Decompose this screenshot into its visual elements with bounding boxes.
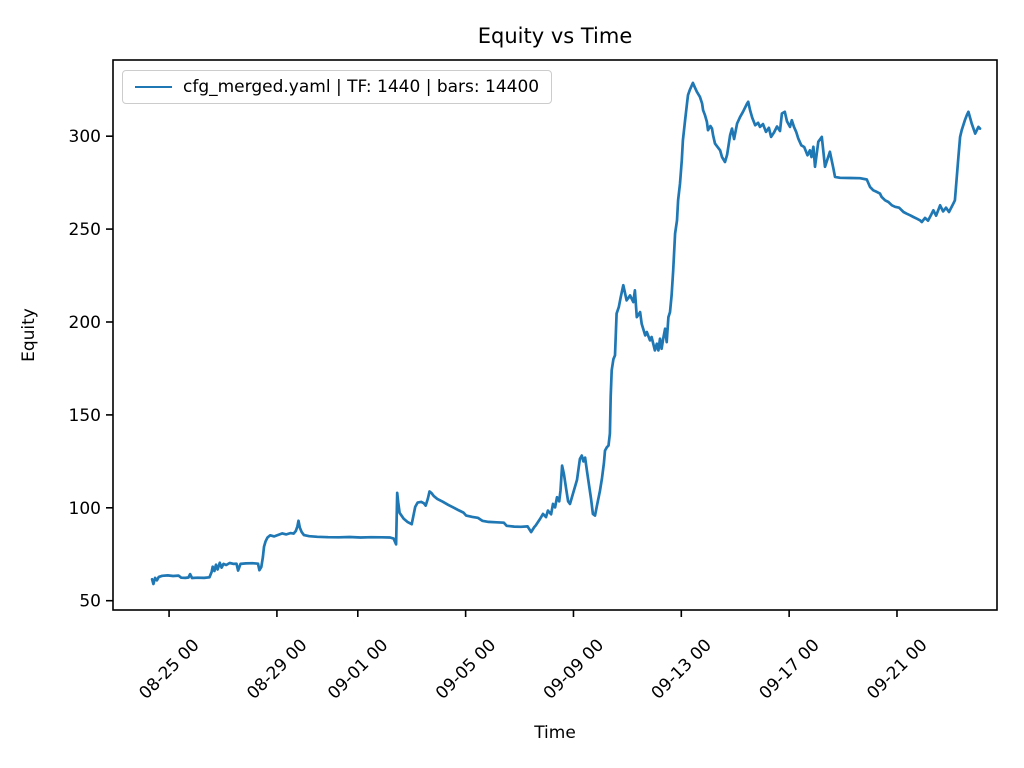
axes-group: 50 100 150 200 250 300 08-25 00 08-29 00 09-01 0… [69, 59, 998, 704]
y-tick-label: 250 [69, 220, 101, 240]
legend: cfg_merged.yaml | TF: 1440 | bars: 14400 [122, 70, 553, 104]
y-axis-label: Equity [19, 308, 39, 362]
x-tick-label: 09-21 00 [863, 635, 931, 703]
x-tick-label: 09-17 00 [755, 635, 823, 703]
equity-line-group [150, 81, 982, 586]
x-tick-label: 09-09 00 [540, 635, 608, 703]
equity-line [150, 81, 982, 586]
legend-label: cfg_merged.yaml | TF: 1440 | bars: 14400 [183, 77, 540, 97]
y-tick-label: 300 [69, 127, 101, 147]
chart-title: Equity vs Time [478, 24, 633, 48]
x-tick-label: 09-05 00 [432, 635, 500, 703]
legend-line-sample-icon [135, 85, 172, 89]
y-tick-label: 200 [69, 313, 101, 333]
x-tick-label: 09-13 00 [648, 635, 716, 703]
plot-border [112, 59, 998, 611]
x-tick-label: 08-29 00 [243, 635, 311, 703]
y-tick-label: 100 [69, 499, 101, 519]
x-tick-label: 08-25 00 [135, 635, 203, 703]
x-tick-label: 09-01 00 [324, 635, 392, 703]
y-tick-label: 50 [79, 592, 101, 612]
y-tick-label: 150 [69, 406, 101, 426]
x-axis-label: Time [533, 723, 576, 743]
